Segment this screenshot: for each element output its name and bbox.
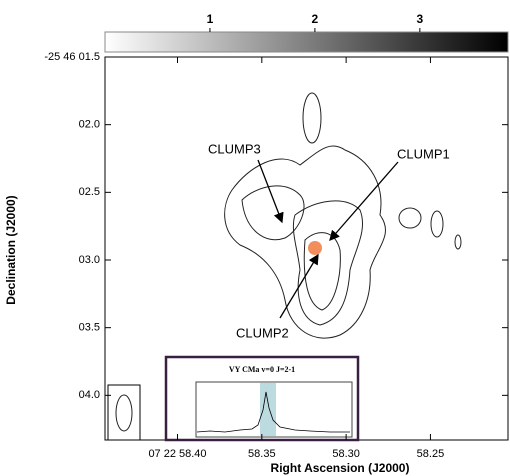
y-tick-label: -25 46 01.5 — [44, 51, 100, 63]
beam — [115, 394, 133, 432]
beam-box — [107, 384, 141, 441]
x-axis-title: Right Ascension (J2000) — [271, 461, 410, 475]
x-tick-label: 07 22 58.40 — [148, 448, 206, 460]
contours — [224, 92, 462, 339]
colorbar-tick-label: 3 — [417, 12, 424, 26]
arrows — [257, 159, 399, 319]
colorbar — [104, 31, 509, 53]
annotation: CLUMP1 — [397, 146, 450, 161]
y-tick-label: 03.5 — [79, 322, 100, 334]
x-tick-label: 58.30 — [332, 448, 360, 460]
x-tick-label: 58.35 — [248, 448, 276, 460]
y-tick-label: 02.5 — [79, 186, 100, 198]
y-tick-label: 04.0 — [79, 389, 100, 401]
colorbar-tick-label: 1 — [207, 12, 214, 26]
y-axis-title: Declination (J2000) — [4, 195, 18, 304]
x-tick-label: 58.25 — [417, 448, 445, 460]
inset-band — [260, 383, 276, 436]
annotation: CLUMP3 — [208, 141, 261, 156]
colorbar-tick-label: 2 — [312, 12, 319, 26]
annotation: CLUMP2 — [236, 325, 289, 340]
inset-spectrum — [196, 391, 350, 433]
y-tick-label: 03.0 — [79, 254, 100, 266]
inset-title: VY CMa v=0 J=2-1 — [229, 365, 295, 374]
y-tick-label: 02.0 — [79, 119, 100, 131]
